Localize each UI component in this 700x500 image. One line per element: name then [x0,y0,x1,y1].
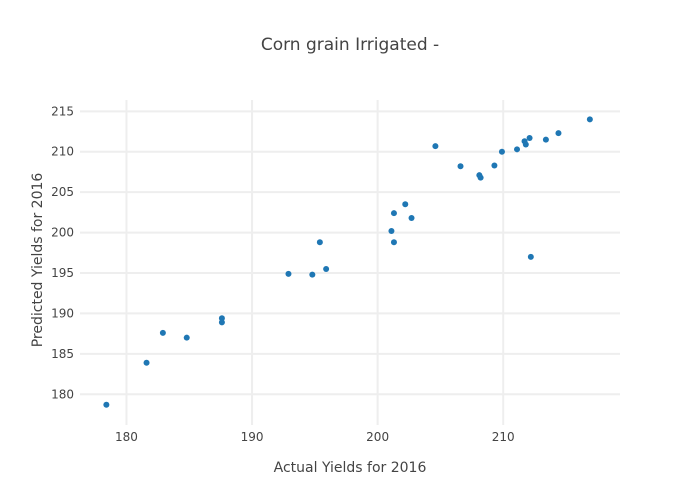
data-point-10 [388,227,395,234]
data-point-8 [316,239,323,246]
tick-labels: 180 190 200 210 180 185 190 195 200 205 210 215 [51,104,515,444]
x-axis-title: Actual Yields for 2016 [274,460,427,476]
data-point-26 [542,136,549,143]
y-tick-label: 190 [51,306,74,320]
x-tick-label: 200 [366,430,389,444]
y-tick-label: 180 [51,387,74,401]
data-point-15 [432,143,439,150]
data-point-19 [491,162,498,169]
data-point-14 [408,215,415,222]
data-points [103,116,593,408]
data-point-18 [477,174,484,181]
data-point-21 [514,146,521,153]
y-axis-title: Predicted Yields for 2016 [30,173,46,348]
grid-lines [80,100,620,425]
x-tick-label: 210 [492,430,515,444]
data-point-0 [103,401,110,408]
data-point-28 [586,116,593,123]
x-tick-label: 190 [241,430,264,444]
y-tick-label: 185 [51,347,74,361]
data-point-20 [498,148,505,155]
x-tick-label: 180 [115,430,138,444]
data-point-16 [457,163,464,170]
y-tick-label: 200 [51,226,74,240]
y-tick-label: 205 [51,185,74,199]
data-point-25 [527,253,534,260]
data-point-27 [555,130,562,137]
chart-title: Corn grain Irrigated - [261,35,439,55]
y-tick-label: 215 [51,104,74,118]
data-point-23 [522,141,529,148]
data-point-5 [218,319,225,326]
data-point-3 [183,334,190,341]
y-tick-label: 195 [51,266,74,280]
y-tick-label: 210 [51,145,74,159]
data-point-2 [159,329,166,336]
data-point-13 [402,201,409,208]
data-point-9 [323,265,330,272]
data-point-12 [390,210,397,217]
data-point-7 [309,271,316,278]
data-point-6 [285,270,292,277]
data-point-1 [143,359,150,366]
data-point-11 [390,239,397,246]
data-point-24 [526,134,533,141]
